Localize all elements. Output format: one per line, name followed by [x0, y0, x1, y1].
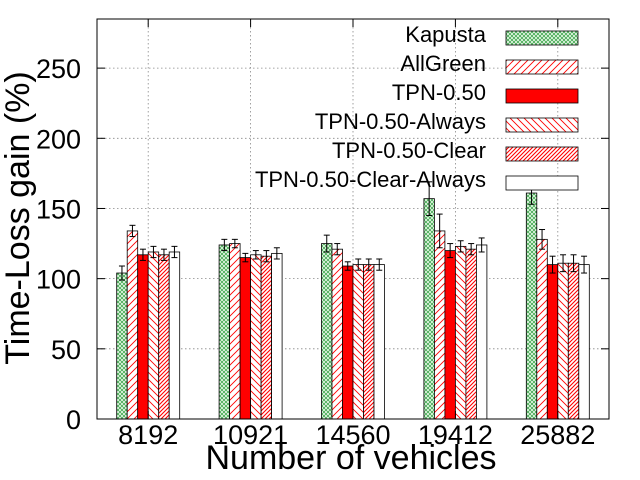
- legend-swatch: [505, 30, 579, 46]
- bar: [465, 248, 477, 420]
- x-tick-label: 8192: [118, 420, 178, 450]
- legend-label: TPN-0.50-Clear-Always: [255, 167, 486, 192]
- bar: [475, 244, 488, 420]
- x-tick-label: 14560: [315, 420, 390, 450]
- bar: [363, 264, 375, 420]
- bar: [321, 243, 333, 420]
- bar: [352, 264, 364, 420]
- y-tick-label: 100: [36, 265, 81, 295]
- legend-swatch: [505, 88, 579, 104]
- bar: [423, 198, 435, 420]
- bar: [137, 254, 149, 420]
- y-tick-label: 50: [51, 335, 81, 365]
- legend-swatch: [505, 59, 579, 75]
- legend-label: AllGreen: [400, 51, 486, 76]
- bar: [229, 243, 241, 420]
- bar: [578, 264, 590, 420]
- bar: [250, 254, 262, 420]
- legend-label: Kapusta: [405, 22, 486, 47]
- bar: [373, 264, 385, 420]
- legend-swatch: [505, 175, 579, 191]
- x-tick-label: 10921: [213, 420, 288, 450]
- y-tick-label: 250: [36, 54, 81, 84]
- y-tick-label: 150: [36, 194, 81, 224]
- legend-label: TPN-0.50-Clear: [332, 138, 486, 163]
- legend-swatch: [505, 146, 579, 162]
- y-tick-label: 200: [36, 124, 81, 154]
- bar: [433, 230, 446, 420]
- bar: [239, 257, 252, 420]
- bar: [147, 251, 160, 420]
- y-tick-label: 0: [66, 405, 81, 435]
- y-axis-title: Time-Loss gain (%): [0, 71, 37, 364]
- bar: [567, 262, 580, 420]
- bar: [536, 238, 548, 420]
- x-axis-title: Number of vehicles: [205, 439, 496, 477]
- bar: [168, 251, 181, 420]
- bar: [525, 192, 538, 420]
- legend-swatch: [505, 117, 579, 133]
- axis-ticks: 0 50 100 150 200 250 8192 10921 14560 19412 25882: [36, 19, 609, 450]
- bar: [218, 244, 231, 420]
- bar: [116, 272, 128, 420]
- legend: Kapusta AllGreen TPN-0.50 TPN-0.50-Always TP…: [255, 22, 579, 192]
- legend-label: TPN-0.50-Always: [315, 109, 486, 134]
- bar: [454, 245, 467, 420]
- bar: [260, 255, 273, 420]
- bars-group: [116, 181, 590, 420]
- bar: [158, 254, 170, 420]
- bar: [331, 248, 343, 420]
- x-tick-label: 19412: [418, 420, 493, 450]
- x-tick-label: 25882: [520, 420, 595, 450]
- bar: [444, 250, 456, 420]
- legend-label: TPN-0.50: [392, 80, 486, 105]
- bar: [126, 230, 139, 420]
- bar: [342, 265, 354, 420]
- bar: [557, 262, 569, 420]
- bar: [271, 252, 283, 420]
- bar: [546, 264, 559, 420]
